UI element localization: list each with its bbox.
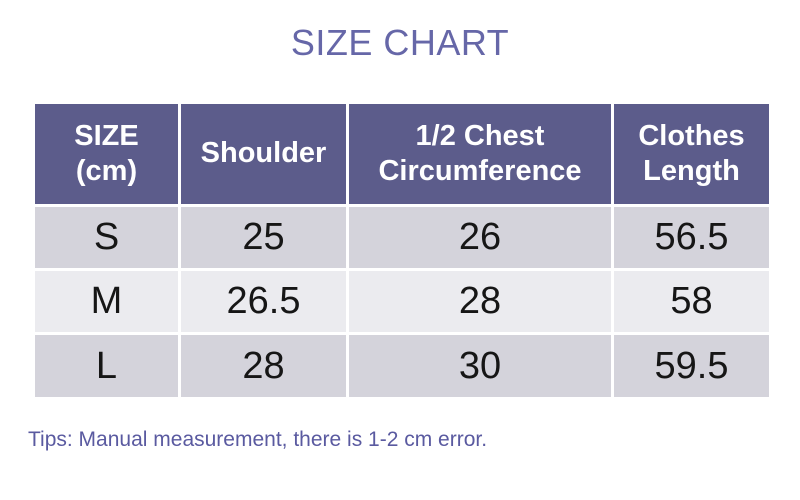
cell-shoulder-l: 28 — [181, 335, 346, 397]
cell-shoulder-s: 25 — [181, 207, 346, 268]
cell-chest-s: 26 — [349, 207, 611, 268]
header-line: Shoulder — [200, 137, 327, 170]
header-line: (cm) — [75, 155, 138, 187]
header-line: Length — [643, 155, 740, 187]
column-header-clothes-length: Clothes Length — [614, 104, 769, 204]
cell-size-s: S — [35, 207, 178, 268]
cell-length-l: 59.5 — [614, 335, 769, 397]
header-line: SIZE — [74, 119, 139, 152]
cell-size-l: L — [35, 335, 178, 397]
column-header-chest-circumference: 1/2 Chest Circumference — [349, 104, 611, 204]
page-title: SIZE CHART — [290, 22, 510, 63]
cell-size-m: M — [35, 271, 178, 332]
column-header-size: SIZE (cm) — [35, 104, 178, 204]
cell-length-s: 56.5 — [614, 207, 769, 268]
cell-chest-m: 28 — [349, 271, 611, 332]
cell-length-m: 58 — [614, 271, 769, 332]
cell-chest-l: 30 — [349, 335, 611, 397]
size-chart-table: SIZE (cm) Shoulder 1/2 Chest Circumferen… — [35, 104, 769, 397]
column-header-shoulder: Shoulder — [181, 104, 346, 204]
header-line: Clothes — [638, 119, 745, 152]
header-line: 1/2 Chest — [415, 119, 545, 152]
cell-shoulder-m: 26.5 — [181, 271, 346, 332]
tips-note: Tips: Manual measurement, there is 1-2 c… — [28, 428, 488, 451]
header-line: Circumference — [378, 155, 582, 187]
